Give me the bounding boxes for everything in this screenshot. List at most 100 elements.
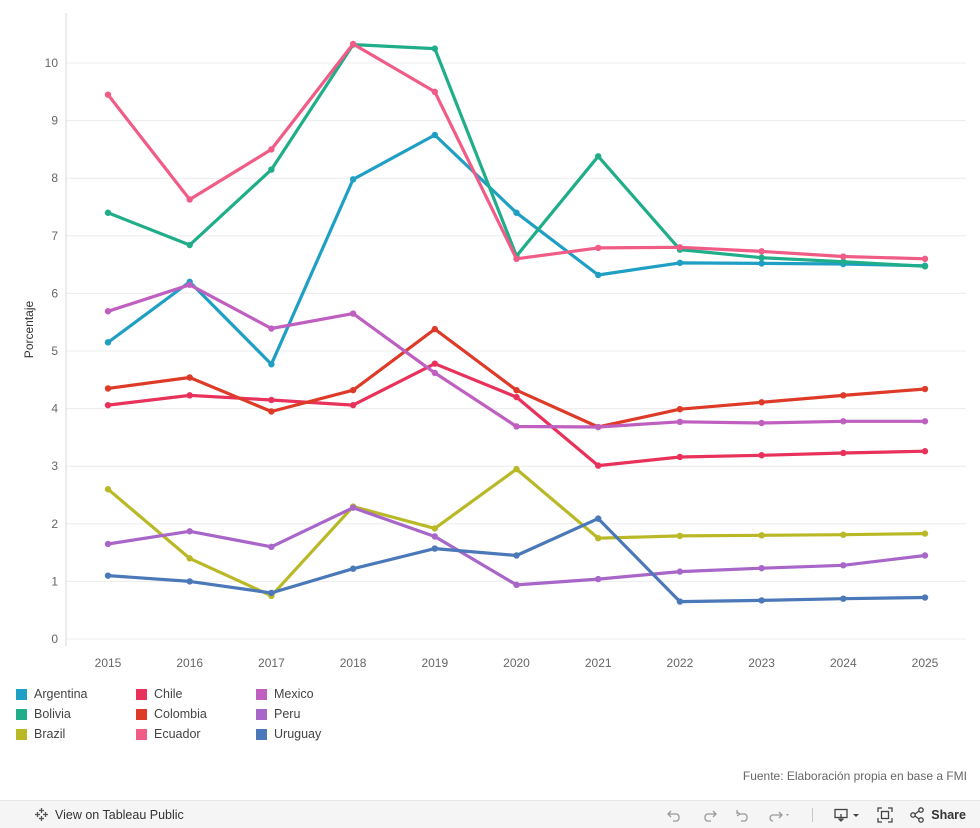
data-point-peru[interactable] (431, 533, 438, 540)
fullscreen-button[interactable] (877, 806, 893, 823)
legend-item-peru[interactable]: Peru (256, 706, 376, 722)
data-point-uruguay[interactable] (921, 594, 929, 601)
legend-item-uruguay[interactable]: Uruguay (256, 726, 376, 742)
data-point-bolivia[interactable] (268, 166, 275, 173)
data-point-colombia[interactable] (758, 399, 765, 406)
data-point-brazil[interactable] (921, 530, 929, 537)
data-point-colombia[interactable] (104, 385, 112, 392)
data-point-peru[interactable] (840, 562, 847, 569)
data-point-colombia[interactable] (431, 325, 438, 333)
data-point-chile[interactable] (595, 462, 602, 469)
data-point-argentina[interactable] (104, 339, 112, 346)
data-point-ecuador[interactable] (758, 248, 765, 255)
data-point-mexico[interactable] (513, 423, 520, 430)
refresh-button[interactable] (768, 808, 792, 822)
data-point-peru[interactable] (268, 543, 275, 551)
data-point-mexico[interactable] (758, 419, 765, 427)
data-point-ecuador[interactable] (186, 196, 193, 203)
share-button[interactable]: Share (909, 806, 966, 823)
view-on-tableau-public-button[interactable]: View on Tableau Public (34, 807, 184, 822)
data-point-mexico[interactable] (676, 418, 684, 426)
data-point-colombia[interactable] (186, 374, 193, 381)
data-point-uruguay[interactable] (595, 515, 602, 522)
data-point-peru[interactable] (595, 575, 602, 583)
data-point-bolivia[interactable] (431, 45, 438, 52)
data-point-uruguay[interactable] (349, 565, 357, 572)
data-point-mexico[interactable] (840, 418, 847, 425)
data-point-chile[interactable] (186, 392, 193, 399)
download-button[interactable] (833, 808, 861, 822)
data-point-colombia[interactable] (676, 405, 684, 413)
data-point-mexico[interactable] (104, 308, 112, 315)
data-point-colombia[interactable] (513, 386, 520, 394)
data-point-mexico[interactable] (349, 310, 357, 317)
data-point-ecuador[interactable] (104, 91, 112, 98)
data-point-chile[interactable] (513, 393, 520, 401)
data-point-uruguay[interactable] (104, 572, 112, 579)
redo-button[interactable] (700, 808, 718, 822)
data-point-chile[interactable] (758, 452, 765, 459)
data-point-colombia[interactable] (349, 386, 357, 394)
data-point-ecuador[interactable] (840, 253, 847, 260)
data-point-chile[interactable] (349, 401, 357, 409)
data-point-uruguay[interactable] (431, 545, 438, 552)
data-point-chile[interactable] (921, 448, 929, 455)
data-point-argentina[interactable] (758, 260, 765, 267)
data-point-ecuador[interactable] (431, 88, 438, 96)
data-point-ecuador[interactable] (349, 40, 357, 48)
data-point-uruguay[interactable] (758, 597, 765, 604)
data-point-chile[interactable] (840, 449, 847, 457)
data-point-argentina[interactable] (268, 361, 275, 368)
data-point-brazil[interactable] (104, 486, 112, 493)
data-point-peru[interactable] (676, 568, 684, 575)
data-point-ecuador[interactable] (268, 146, 275, 153)
legend-item-mexico[interactable]: Mexico (256, 686, 376, 702)
data-point-ecuador[interactable] (595, 244, 602, 252)
data-point-ecuador[interactable] (513, 255, 520, 263)
data-point-chile[interactable] (268, 396, 275, 404)
data-point-uruguay[interactable] (268, 589, 275, 597)
data-point-chile[interactable] (676, 453, 684, 461)
data-point-brazil[interactable] (431, 525, 438, 532)
data-point-ecuador[interactable] (676, 244, 684, 251)
data-point-uruguay[interactable] (513, 552, 520, 559)
data-point-chile[interactable] (431, 360, 438, 367)
data-point-peru[interactable] (186, 528, 193, 535)
legend-item-chile[interactable]: Chile (136, 686, 256, 702)
legend-item-bolivia[interactable]: Bolivia (16, 706, 136, 722)
data-point-peru[interactable] (104, 540, 112, 548)
data-point-argentina[interactable] (595, 271, 602, 279)
data-point-bolivia[interactable] (921, 263, 929, 270)
data-point-bolivia[interactable] (595, 153, 602, 160)
data-point-colombia[interactable] (840, 392, 847, 399)
data-point-ecuador[interactable] (921, 255, 929, 263)
legend-item-argentina[interactable]: Argentina (16, 686, 136, 702)
data-point-brazil[interactable] (513, 465, 520, 473)
data-point-brazil[interactable] (186, 555, 193, 562)
data-point-mexico[interactable] (268, 325, 275, 332)
data-point-uruguay[interactable] (840, 595, 847, 602)
data-point-mexico[interactable] (186, 281, 193, 288)
undo-button[interactable] (666, 808, 684, 822)
data-point-bolivia[interactable] (840, 258, 847, 265)
data-point-argentina[interactable] (676, 259, 684, 267)
data-point-mexico[interactable] (921, 418, 929, 425)
data-point-chile[interactable] (104, 401, 112, 409)
data-point-bolivia[interactable] (758, 254, 765, 261)
legend-item-colombia[interactable]: Colombia (136, 706, 256, 722)
data-point-mexico[interactable] (595, 423, 602, 431)
legend-item-ecuador[interactable]: Ecuador (136, 726, 256, 742)
data-point-peru[interactable] (513, 581, 520, 589)
data-point-brazil[interactable] (758, 532, 765, 539)
data-point-brazil[interactable] (595, 535, 602, 542)
data-point-peru[interactable] (349, 504, 357, 511)
data-point-colombia[interactable] (921, 385, 929, 393)
data-point-brazil[interactable] (840, 531, 847, 538)
data-point-colombia[interactable] (268, 408, 275, 415)
data-point-peru[interactable] (758, 564, 765, 572)
data-point-bolivia[interactable] (186, 241, 193, 249)
data-point-brazil[interactable] (676, 532, 684, 540)
data-point-uruguay[interactable] (186, 578, 193, 585)
data-point-argentina[interactable] (349, 176, 357, 183)
data-point-uruguay[interactable] (676, 598, 684, 605)
